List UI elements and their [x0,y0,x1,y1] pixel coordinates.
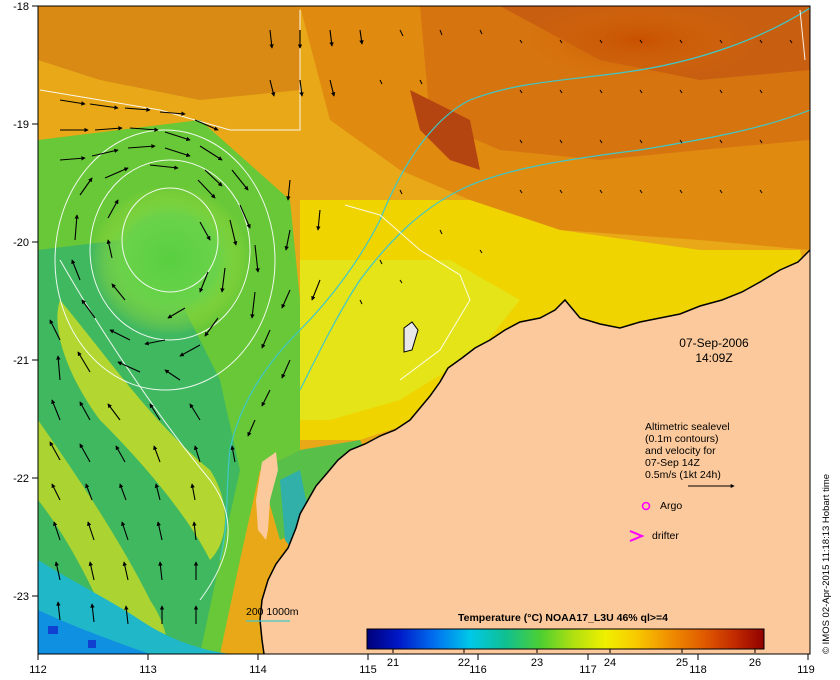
legend-line-1: Altimetric sealevel [645,421,730,433]
legend-line-5: 0.5m/s (1kt 24h) [645,469,721,481]
colorbar-tick-22: 22 [458,657,470,669]
lat-tick-22: -22 [13,473,29,485]
lat-tick-23: -23 [13,591,29,603]
drifter-marker-icon [629,530,645,542]
lat-tick-19: -19 [13,119,29,131]
isobath-label: 200 1000m [246,606,299,618]
land-mass [260,250,810,654]
credit-text: © IMOS 02-Apr-2015 11:18:13 Hobart time [821,474,832,654]
lat-tick-21: -21 [13,355,29,367]
argo-marker-icon [641,501,651,511]
lon-tick-114: 114 [249,664,267,676]
lon-tick-116: 116 [469,664,487,676]
lat-tick-20: -20 [13,237,29,249]
lon-tick-119: 119 [797,664,815,676]
drifter-label: drifter [652,530,679,542]
legend-line-2: (0.1m contours) [645,433,719,445]
lat-tick-18: -18 [13,1,29,13]
map-time: 14:09Z [695,351,732,365]
colorbar-tick-24: 24 [604,657,616,669]
colorbar [366,628,765,650]
colorbar-tick-21: 21 [387,657,399,669]
legend-line-3: and velocity for [645,445,716,457]
colorbar-title: Temperature (°C) NOAA17_L3U 46% ql>=4 [458,612,668,624]
lon-tick-115: 115 [359,664,377,676]
lon-tick-113: 113 [139,664,157,676]
colorbar-tick-25: 25 [676,657,688,669]
argo-label: Argo [660,500,682,512]
sst-field [38,6,810,654]
lon-tick-117: 117 [579,664,597,676]
map-date: 07-Sep-2006 [679,336,749,350]
lon-tick-112: 112 [29,664,47,676]
colorbar-tick-23: 23 [531,657,543,669]
legend-line-4: 07-Sep 14Z [645,457,700,469]
velocity-legend: Altimetric sealevel (0.1m contours) and … [645,421,735,488]
colorbar-tick-26: 26 [749,657,761,669]
lon-tick-118: 118 [689,664,707,676]
